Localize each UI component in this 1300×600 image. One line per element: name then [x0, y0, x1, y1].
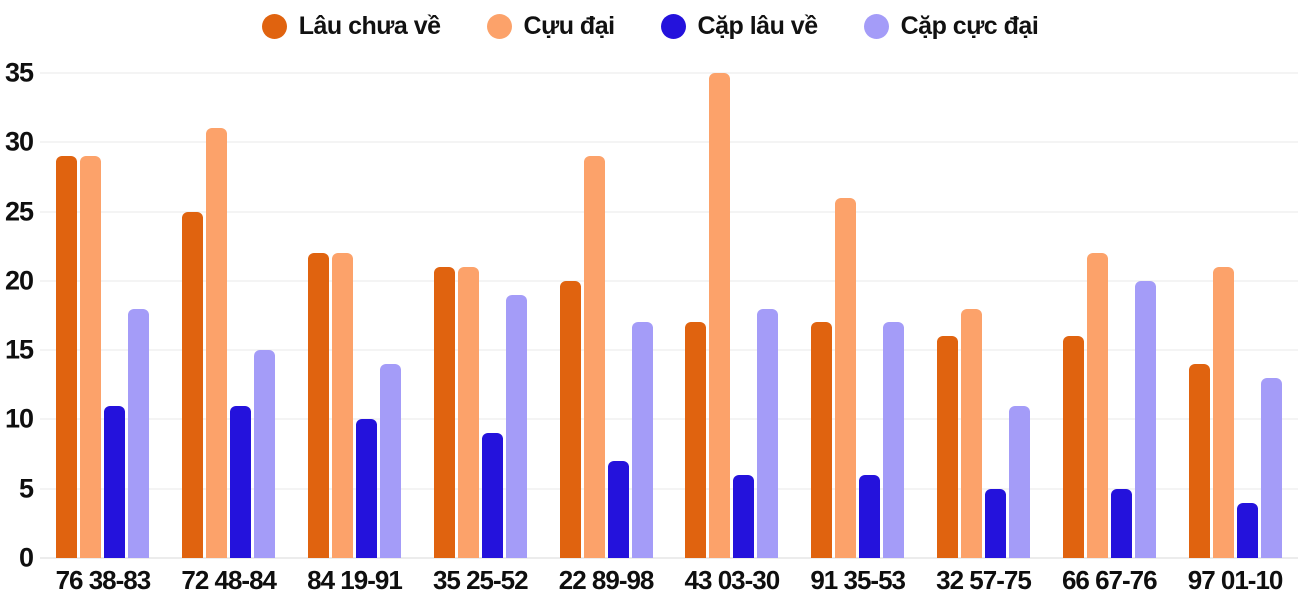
y-axis-tick-label: 35 [4, 57, 34, 88]
legend-item-1[interactable]: Lâu chưa về [261, 11, 441, 41]
bar-series-4-group-4[interactable] [505, 294, 527, 558]
bar-series-1-group-2[interactable] [182, 211, 204, 558]
bar-series-2-group-8[interactable] [960, 308, 982, 558]
bar-series-4-group-3[interactable] [379, 364, 401, 558]
legend-label: Cặp cực đại [900, 11, 1039, 40]
bar-series-3-group-9[interactable] [1110, 488, 1132, 558]
x-axis-label: 76 38-83 [55, 565, 152, 595]
bar-group-4 [417, 73, 543, 558]
bar-series-2-group-2[interactable] [206, 128, 228, 558]
bar-series-1-group-4[interactable] [433, 267, 455, 558]
gridline [40, 141, 1298, 143]
bar-series-4-group-1[interactable] [128, 308, 150, 558]
y-axis-tick-label: 25 [4, 196, 34, 227]
bar-series-4-group-2[interactable] [254, 350, 276, 558]
bar-series-4-group-8[interactable] [1008, 405, 1030, 558]
y-axis: 0 5 10 15 20 25 30 35 [0, 59, 34, 571]
bar-series-3-group-2[interactable] [230, 405, 252, 558]
bar-series-2-group-1[interactable] [80, 156, 102, 558]
x-axis-label: 32 57-75 [936, 565, 1032, 595]
legend-dot-icon [261, 13, 287, 39]
bar-series-3-group-1[interactable] [104, 405, 126, 558]
bar-group-5 [543, 73, 669, 558]
bar-group-1 [40, 73, 166, 558]
legend-item-3[interactable]: Cặp lâu về [660, 11, 819, 41]
x-axis-line [40, 557, 1298, 559]
gridline [40, 72, 1298, 74]
bar-series-1-group-7[interactable] [811, 322, 833, 558]
gridline [40, 349, 1298, 351]
bar-series-1-group-8[interactable] [936, 336, 958, 558]
x-axis-label: 66 67-76 [1061, 565, 1158, 595]
bar-series-1-group-5[interactable] [559, 280, 581, 558]
gridline [40, 211, 1298, 213]
x-axis-label: 43 03-30 [684, 565, 781, 595]
bar-series-2-group-3[interactable] [331, 253, 353, 558]
bar-series-1-group-10[interactable] [1188, 364, 1210, 558]
bar-series-3-group-8[interactable] [984, 488, 1006, 558]
y-axis-tick-label: 20 [4, 265, 34, 296]
legend-label: Cặp lâu về [697, 11, 819, 40]
bar-series-2-group-6[interactable] [709, 73, 731, 558]
legend-item-4[interactable]: Cặp cực đại [863, 11, 1039, 41]
legend-label: Lâu chưa về [298, 11, 441, 40]
legend-dot-icon [660, 13, 686, 39]
legend: Lâu chưa về Cựu đại Cặp lâu về Cặp cực đại [0, 6, 1300, 46]
x-axis-label: 22 89-98 [558, 565, 655, 595]
bar-series-4-group-9[interactable] [1134, 280, 1156, 558]
bar-series-1-group-9[interactable] [1062, 336, 1084, 558]
x-axis-label: 91 35-53 [810, 565, 906, 595]
bar-series-4-group-6[interactable] [757, 308, 779, 558]
y-axis-tick-label: 15 [4, 334, 34, 365]
bar-group-6 [669, 73, 795, 558]
bar-series-1-group-6[interactable] [685, 322, 707, 558]
y-axis-tick-label: 5 [18, 473, 34, 504]
legend-dot-icon [486, 13, 512, 39]
gridline [40, 280, 1298, 282]
bar-series-4-group-5[interactable] [631, 322, 653, 558]
legend-item-2[interactable]: Cựu đại [486, 11, 616, 41]
gridline [40, 418, 1298, 420]
bar-series-2-group-7[interactable] [835, 197, 857, 558]
x-axis-label: 35 25-52 [432, 565, 529, 595]
bar-series-3-group-10[interactable] [1236, 502, 1258, 558]
x-axis: 76 38-83 72 48-84 84 19-91 35 25-52 22 89-98… [40, 560, 1298, 600]
bar-series-3-group-7[interactable] [859, 474, 881, 558]
bar-series-3-group-3[interactable] [355, 419, 377, 558]
y-axis-tick-label: 30 [4, 126, 34, 157]
legend-dot-icon [863, 13, 889, 39]
x-axis-label: 84 19-91 [307, 565, 403, 595]
x-axis-label: 72 48-84 [181, 565, 277, 595]
bar-series-3-group-4[interactable] [481, 433, 503, 558]
bar-group-2 [166, 73, 292, 558]
bar-series-3-group-5[interactable] [607, 461, 629, 558]
bar-series-4-group-10[interactable] [1260, 377, 1282, 558]
bar-series-3-group-6[interactable] [733, 474, 755, 558]
bar-series-2-group-4[interactable] [457, 267, 479, 558]
bar-series-2-group-5[interactable] [583, 156, 605, 558]
bar-series-2-group-9[interactable] [1086, 253, 1108, 558]
bar-groups [40, 73, 1298, 558]
bar-group-9 [1046, 73, 1172, 558]
bar-group-3 [292, 73, 418, 558]
bar-group-8 [921, 73, 1047, 558]
bar-series-2-group-10[interactable] [1212, 267, 1234, 558]
plot-area [40, 72, 1298, 559]
x-axis-label: 97 01-10 [1187, 565, 1284, 595]
gridline [40, 488, 1298, 490]
bar-series-1-group-1[interactable] [56, 156, 78, 558]
bar-group-10 [1172, 73, 1298, 558]
y-axis-tick-label: 0 [18, 542, 34, 573]
bar-series-4-group-7[interactable] [883, 322, 905, 558]
bar-group-7 [795, 73, 921, 558]
y-axis-tick-label: 10 [4, 403, 34, 434]
legend-label: Cựu đại [523, 11, 616, 40]
bar-series-1-group-3[interactable] [307, 253, 329, 558]
